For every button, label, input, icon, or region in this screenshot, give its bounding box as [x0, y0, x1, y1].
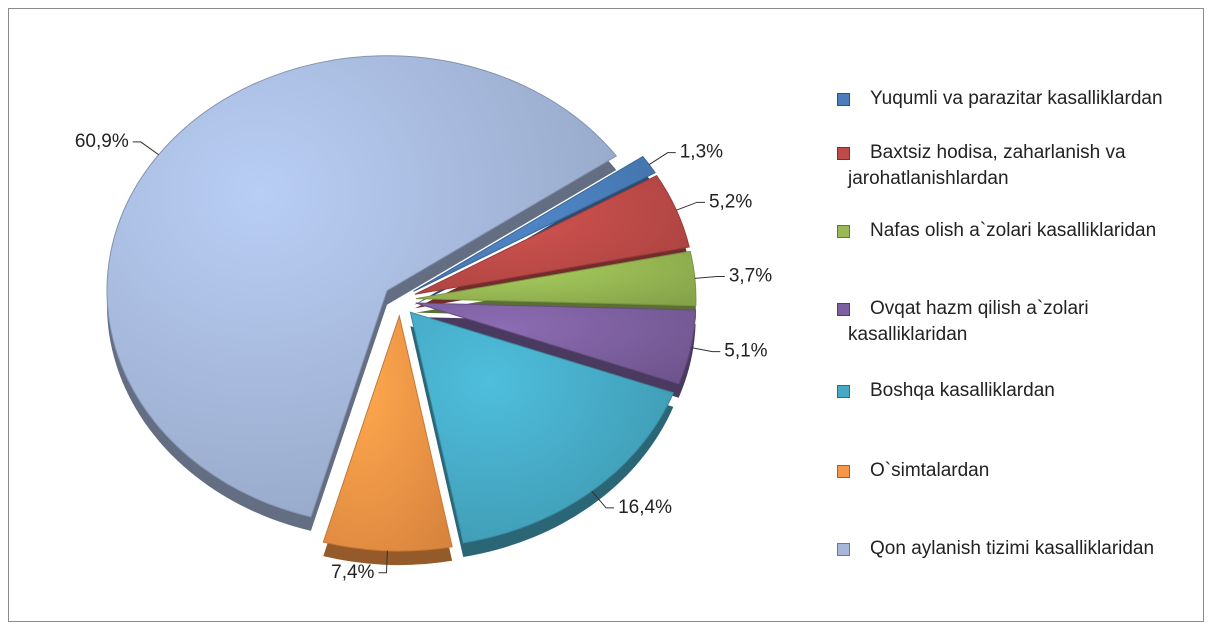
legend-label: Yuqumli va parazitar kasalliklardan: [870, 88, 1163, 109]
leader-line: [690, 346, 721, 353]
pie-slice: [106, 55, 618, 518]
leader-line: [676, 201, 705, 211]
legend-swatch: [837, 303, 850, 316]
leader-line: [591, 490, 615, 509]
pie-slice: [415, 302, 697, 385]
data-label: 5,2%: [709, 191, 752, 212]
data-label: 16,4%: [618, 497, 672, 518]
leader-line: [378, 550, 388, 574]
leader-line: [694, 275, 725, 279]
legend-swatch: [837, 147, 850, 160]
legend-label: Boshqa kasalliklardan: [870, 380, 1055, 401]
legend-swatch: [837, 385, 850, 398]
legend-label: Qon aylanish tizimi kasalliklaridan: [870, 538, 1155, 559]
legend-label: Baxtsiz hodisa, zaharlanish va jarohatla…: [848, 142, 1126, 189]
legend-label: Ovqat hazm qilish a`zolari kasalliklarid…: [848, 298, 1089, 345]
pie-slice: [322, 314, 453, 552]
chart-border: [8, 8, 1204, 622]
leader-line: [132, 141, 159, 156]
data-label: 1,3%: [680, 142, 723, 163]
leader-line: [648, 152, 676, 165]
data-label: 5,1%: [724, 341, 767, 362]
legend-swatch: [837, 225, 850, 238]
legend-label: O`simtalardan: [870, 460, 990, 481]
legend-label: Nafas olish a`zolari kasalliklaridan: [870, 220, 1157, 241]
legend-swatch: [837, 465, 850, 478]
data-label: 60,9%: [75, 131, 129, 152]
legend-swatch: [837, 93, 850, 106]
legend-swatch: [837, 543, 850, 556]
pie-slice: [409, 311, 675, 544]
pie-slice: [414, 175, 690, 295]
data-label: 7,4%: [331, 562, 374, 583]
data-label: 3,7%: [729, 266, 772, 287]
pie-slice: [415, 250, 697, 307]
